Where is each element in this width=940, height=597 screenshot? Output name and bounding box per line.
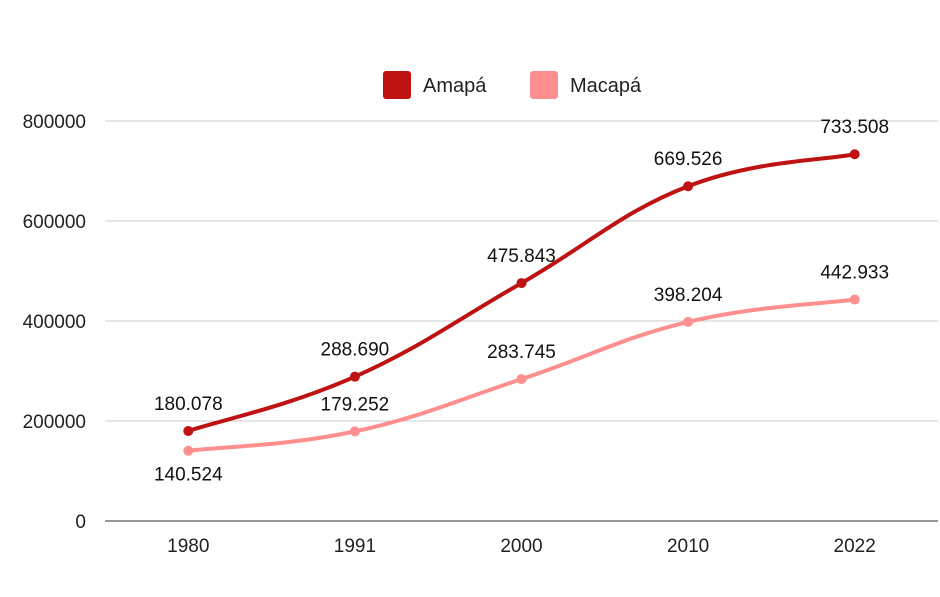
y-tick-label: 0 xyxy=(75,512,86,533)
series-lines xyxy=(186,152,857,453)
y-axis: 0 200000 400000 600000 800000 xyxy=(23,112,86,533)
data-label: 669.526 xyxy=(654,149,723,170)
data-point xyxy=(683,181,694,192)
data-label: 442.933 xyxy=(820,263,889,284)
y-tick-label: 400000 xyxy=(23,312,86,333)
data-label: 179.252 xyxy=(321,394,390,415)
legend-swatch xyxy=(530,71,558,99)
data-point xyxy=(849,149,860,160)
x-tick-label: 2010 xyxy=(667,536,709,557)
legend: Amapá Macapá xyxy=(383,71,642,99)
data-label: 475.843 xyxy=(487,246,556,267)
data-point xyxy=(349,426,360,437)
data-point xyxy=(516,278,527,289)
y-tick-label: 600000 xyxy=(23,212,86,233)
data-label: 283.745 xyxy=(487,342,556,363)
gridlines xyxy=(105,120,938,522)
x-axis: 1980 1991 2000 2010 2022 xyxy=(167,536,876,557)
data-label: 180.078 xyxy=(154,394,223,415)
data-point xyxy=(183,445,194,456)
series-points xyxy=(183,149,860,456)
x-tick-label: 1991 xyxy=(334,536,376,557)
data-labels: 140.524 179.252 283.745 398.204 442.933 180.0… xyxy=(154,117,889,485)
x-tick-label: 2022 xyxy=(834,536,876,557)
legend-label: Macapá xyxy=(570,75,642,97)
data-label: 288.690 xyxy=(321,340,390,361)
x-tick-label: 1980 xyxy=(167,536,209,557)
data-point xyxy=(516,374,527,385)
y-tick-label: 800000 xyxy=(23,112,86,133)
data-point xyxy=(683,316,694,327)
data-point xyxy=(849,294,860,305)
data-label: 398.204 xyxy=(654,285,723,306)
data-label: 140.524 xyxy=(154,465,223,486)
legend-swatch xyxy=(383,71,411,99)
x-tick-label: 2000 xyxy=(500,536,542,557)
y-tick-label: 200000 xyxy=(23,412,86,433)
data-point xyxy=(349,371,360,382)
data-point xyxy=(183,425,194,436)
legend-label: Amapá xyxy=(423,75,487,97)
data-label: 733.508 xyxy=(820,117,889,138)
series-line-1 xyxy=(186,152,857,433)
